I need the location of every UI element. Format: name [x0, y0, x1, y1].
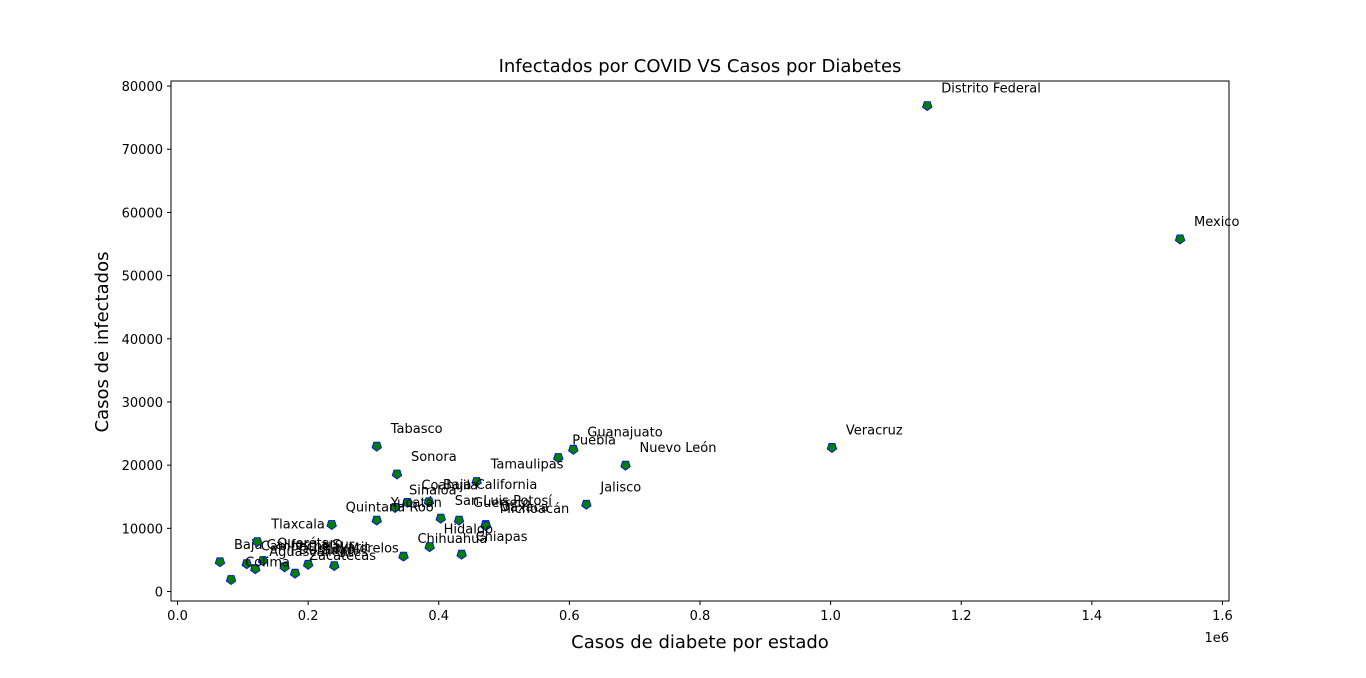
- data-point-label: Mexico: [1194, 215, 1239, 230]
- data-point: [435, 513, 446, 524]
- data-point-label: Baja California: [443, 478, 537, 493]
- data-point-label: Campeche: [261, 540, 330, 555]
- data-point: [398, 551, 409, 562]
- data-point: [250, 564, 261, 575]
- y-tick-label: 70000: [122, 143, 163, 158]
- data-point: [225, 575, 237, 585]
- plot-marks: Distrito Federal Mexico Veracruz Tabasco Gua…: [214, 82, 1239, 585]
- y-tick-label: 20000: [122, 459, 163, 474]
- x-tick-label: 0.0: [167, 609, 188, 624]
- data-point: [471, 477, 482, 488]
- data-point-label: Zacatecas: [309, 549, 376, 564]
- data-point-label: Hidalgo: [444, 523, 493, 538]
- data-point: [391, 469, 403, 480]
- x-tick-label: 1.2: [951, 609, 972, 624]
- y-axis-ticks: 0 10000 20000 30000 40000 50000 60000 70000 8000…: [122, 80, 171, 601]
- y-tick-label: 80000: [122, 80, 163, 95]
- y-tick-label: 50000: [122, 270, 163, 285]
- data-point-label: Guanajuato: [587, 425, 662, 440]
- data-point: [279, 562, 290, 573]
- data-point-label: Aguascalientes: [269, 545, 368, 560]
- data-point-label: Querétaro: [277, 537, 343, 552]
- data-point-label: Sonora: [411, 450, 457, 465]
- data-point: [371, 441, 382, 452]
- data-point-label: Sinaloa: [409, 483, 457, 498]
- data-point-label: Tamaulipas: [490, 458, 564, 473]
- data-point: [553, 453, 564, 464]
- x-axis-title: Casos de diabete por estado: [571, 632, 829, 653]
- data-point: [214, 557, 226, 568]
- data-point-label: Puebla: [572, 434, 616, 449]
- data-point-label: Jalisco: [599, 480, 641, 495]
- data-point: [480, 521, 491, 532]
- chart-title: Infectados por COVID VS Casos por Diabet…: [499, 56, 902, 77]
- data-point-label: Morelos: [348, 542, 399, 557]
- data-point-label: Oaxaca: [500, 501, 549, 516]
- data-point: [423, 497, 435, 508]
- data-point: [424, 542, 435, 553]
- data-point-label: Michoacán: [500, 502, 570, 517]
- data-point: [371, 515, 382, 526]
- data-point: [302, 559, 314, 570]
- y-axis-title: Casos de infectados: [92, 252, 113, 433]
- y-tick-label: 40000: [122, 333, 163, 348]
- data-point-label: Durango: [299, 543, 355, 558]
- data-point-label: Coahuila: [421, 478, 478, 493]
- data-point-label: Chihuahua: [417, 532, 487, 547]
- data-point: [922, 101, 933, 112]
- data-point: [329, 561, 340, 572]
- data-point: [241, 559, 252, 570]
- data-point-label: San Luis Potosí: [455, 494, 553, 509]
- data-point: [620, 460, 631, 471]
- data-point-label: Tabasco: [390, 422, 443, 437]
- x-tick-label: 0.2: [298, 609, 319, 624]
- data-point-label: Yucatán: [390, 496, 442, 511]
- data-point: [252, 537, 263, 548]
- data-point-label: Chiapas: [476, 530, 528, 545]
- data-point: [389, 502, 401, 513]
- data-point-label: Colima: [245, 556, 290, 571]
- data-point-label: Veracruz: [846, 423, 903, 438]
- data-point: [568, 444, 579, 455]
- x-tick-label: 1.0: [820, 609, 841, 624]
- x-tick-label: 0.6: [559, 609, 580, 624]
- data-point-label: Nuevo León: [640, 441, 717, 456]
- data-point-label: Guerrero: [473, 496, 531, 511]
- data-point: [257, 556, 269, 567]
- y-tick-label: 30000: [122, 396, 163, 411]
- data-point-label: Distrito Federal: [941, 82, 1041, 97]
- data-point: [453, 515, 465, 526]
- data-point: [289, 568, 301, 579]
- data-point: [326, 520, 337, 530]
- data-point-label: Nayarit: [322, 540, 369, 555]
- data-point: [581, 499, 592, 510]
- data-point: [826, 442, 838, 453]
- x-axis-scale-label: 1e6: [1204, 631, 1229, 646]
- x-tick-label: 1.6: [1212, 609, 1233, 624]
- x-tick-label: 0.4: [428, 609, 449, 624]
- y-tick-label: 0: [155, 586, 163, 601]
- x-tick-label: 1.4: [1082, 609, 1103, 624]
- data-point-label: Quintana Roo: [346, 501, 434, 516]
- data-point: [402, 497, 413, 508]
- data-point: [456, 549, 467, 560]
- y-tick-label: 60000: [122, 206, 163, 221]
- data-point: [1174, 234, 1186, 245]
- x-axis-ticks: 0.0 0.2 0.4 0.6 0.8 1.0 1.2 1.4 1.6: [167, 601, 1233, 624]
- x-tick-label: 0.8: [690, 609, 711, 624]
- y-tick-label: 10000: [122, 522, 163, 537]
- data-point-label: Tlaxcala: [270, 518, 325, 533]
- data-point-label: Baja California Sur: [234, 538, 355, 553]
